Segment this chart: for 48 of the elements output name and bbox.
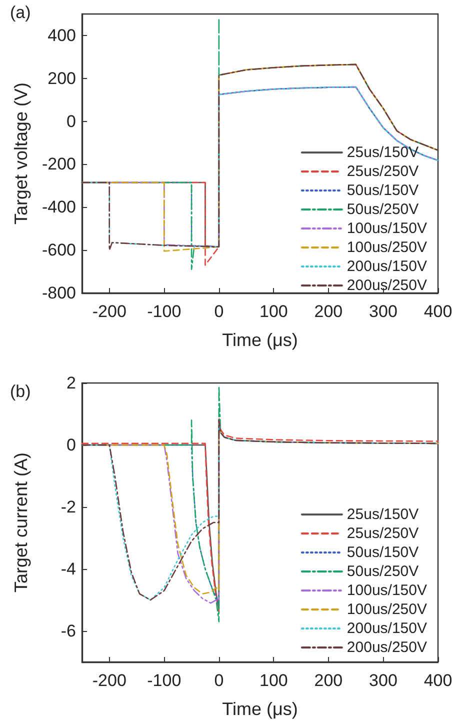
x-tick-label: 200	[314, 671, 343, 690]
legend-label: 200us/150V	[346, 258, 428, 275]
y-tick-label: 400	[48, 26, 76, 45]
text: (a)	[10, 3, 31, 22]
y-tick-label: 2	[66, 374, 76, 392]
y-tick-label: 0	[66, 112, 76, 131]
legend-label: 25us/150V	[346, 144, 419, 161]
x-axis-title: Time (μs)	[222, 330, 298, 350]
legend-label: 25us/150V	[346, 506, 419, 523]
x-tick-label: -100	[147, 671, 182, 690]
y-axis-title: Target voltage (V)	[11, 82, 31, 225]
x-tick-label: -200	[92, 302, 126, 321]
x-tick-label: 400	[424, 671, 452, 690]
legend-label: 100us/250V	[346, 601, 428, 618]
y-tick-label: -4	[60, 560, 76, 578]
legend-label: 100us/150V	[346, 220, 428, 237]
x-tick-label: 100	[260, 302, 288, 321]
legend-label: 200us/150V	[346, 620, 428, 637]
legend-label: 200us/250V	[346, 639, 428, 656]
legend-label: 25us/250V	[346, 163, 419, 180]
y-tick-label: -6	[60, 622, 76, 640]
x-axis-title: Time (μs)	[222, 699, 298, 719]
x-tick-label: 100	[260, 671, 288, 690]
text: (b)	[10, 382, 31, 401]
x-tick-label: 0	[214, 302, 224, 321]
legend-label: 200us/250V	[346, 277, 428, 294]
y-tick-label: -200	[42, 154, 76, 174]
legend-label: 50us/150V	[346, 544, 419, 561]
x-tick-label: 300	[369, 671, 398, 690]
x-tick-label: -200	[92, 671, 126, 690]
y-axis-title: Target current (A)	[11, 452, 31, 593]
y-tick-label: 0	[66, 436, 76, 454]
x-tick-label: 400	[424, 302, 452, 321]
x-tick-label: 300	[369, 302, 398, 321]
y-tick-label: 200	[48, 68, 76, 88]
legend-label: 100us/150V	[346, 582, 428, 599]
y-tick-label: -600	[42, 240, 76, 260]
legend-label: 100us/250V	[346, 239, 428, 256]
legend-label: 50us/250V	[346, 563, 419, 580]
legend-label: 50us/250V	[346, 201, 419, 218]
x-tick-label: -100	[147, 302, 182, 321]
legend-label: 25us/250V	[346, 525, 419, 542]
y-tick-label: -800	[42, 284, 76, 302]
x-tick-label: 0	[214, 671, 224, 690]
y-tick-label: -2	[60, 498, 76, 516]
x-tick-label: 200	[314, 302, 343, 321]
y-tick-label: -400	[42, 198, 76, 217]
legend-label: 50us/150V	[346, 182, 419, 199]
